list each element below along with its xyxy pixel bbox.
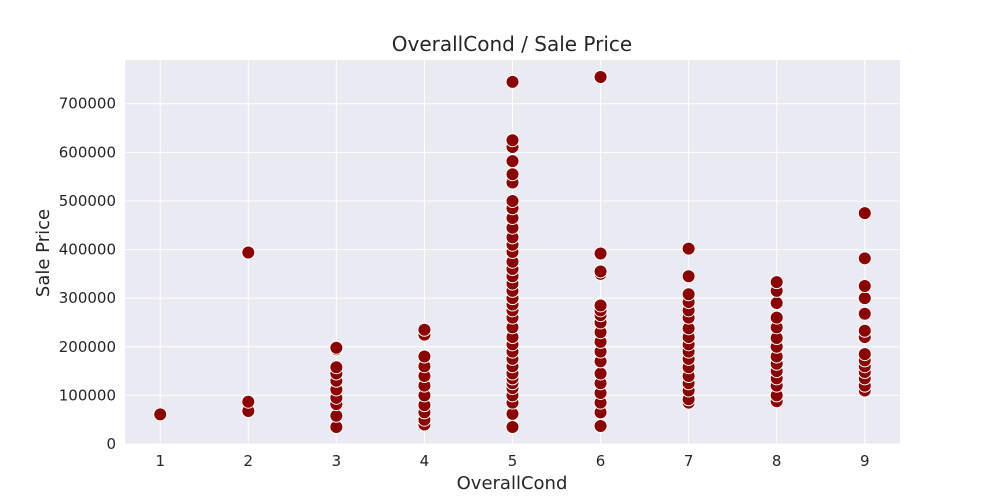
data-point	[505, 167, 520, 182]
data-point	[857, 251, 872, 266]
data-point	[593, 298, 608, 313]
y-tick-label: 600000	[59, 143, 116, 161]
data-point	[681, 241, 696, 256]
data-point	[505, 419, 520, 434]
y-tick-label: 300000	[59, 289, 116, 307]
x-tick-label: 5	[508, 452, 518, 470]
y-axis-ticks: 0 100000 200000 300000 400000 500000 600000 700…	[59, 95, 116, 453]
data-point	[417, 349, 432, 364]
data-point	[857, 323, 872, 338]
data-point	[329, 360, 344, 375]
x-tick-label: 2	[244, 452, 254, 470]
data-point	[593, 366, 608, 381]
data-point	[681, 269, 696, 284]
data-point	[857, 306, 872, 321]
x-tick-label: 4	[420, 452, 430, 470]
data-point	[769, 310, 784, 325]
x-tick-label: 7	[684, 452, 694, 470]
x-tick-label: 8	[772, 452, 782, 470]
x-tick-label: 9	[860, 452, 870, 470]
data-point	[505, 74, 520, 89]
data-point	[505, 133, 520, 148]
data-point	[593, 246, 608, 261]
data-point	[153, 407, 168, 422]
y-tick-label: 100000	[59, 386, 116, 404]
data-point	[857, 347, 872, 362]
x-tick-label: 1	[155, 452, 165, 470]
data-point	[769, 296, 784, 311]
data-point	[681, 287, 696, 302]
y-tick-label: 700000	[59, 95, 116, 113]
data-point	[593, 264, 608, 279]
data-point	[505, 193, 520, 208]
x-axis-title: OverallCond	[457, 473, 568, 494]
y-tick-label: 200000	[59, 338, 116, 356]
data-point	[241, 394, 256, 409]
data-point	[857, 206, 872, 221]
data-point	[505, 154, 520, 169]
y-tick-label: 500000	[59, 192, 116, 210]
data-point	[769, 275, 784, 290]
data-point	[593, 70, 608, 85]
x-tick-label: 3	[332, 452, 342, 470]
data-point	[329, 340, 344, 355]
chart-title: OverallCond / Sale Price	[392, 32, 632, 56]
x-axis-ticks: 1 2 3 4 5 6 7 8 9	[155, 452, 869, 470]
data-point	[241, 245, 256, 260]
data-point	[857, 279, 872, 294]
data-point	[329, 408, 344, 423]
data-point	[593, 419, 608, 434]
data-point	[417, 322, 432, 337]
y-axis-title: Sale Price	[33, 209, 54, 297]
y-tick-label: 400000	[59, 241, 116, 259]
data-point	[857, 291, 872, 306]
data-points	[153, 70, 872, 434]
x-tick-label: 6	[596, 452, 606, 470]
y-tick-label: 0	[106, 435, 116, 453]
